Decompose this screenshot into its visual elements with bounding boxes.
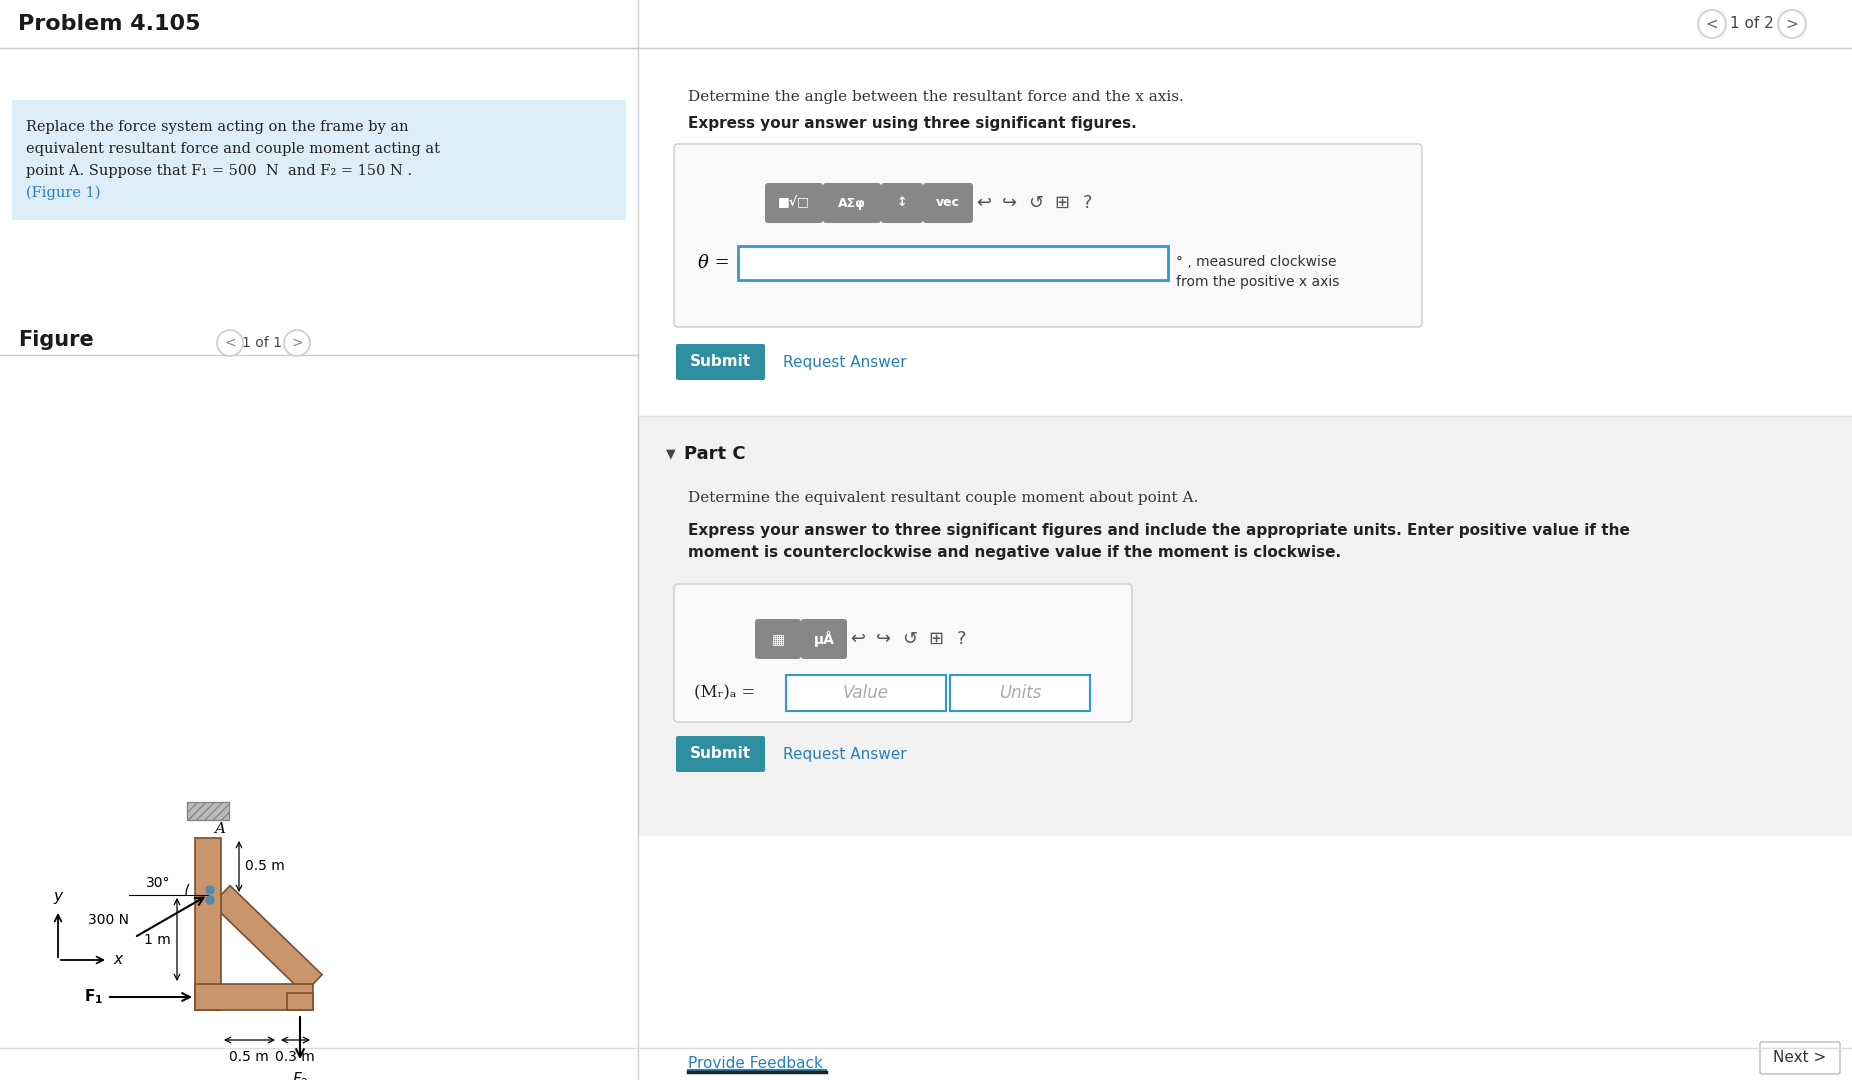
FancyBboxPatch shape [674,584,1132,723]
Text: >: > [291,336,304,350]
Text: ⊞: ⊞ [1054,194,1070,212]
Circle shape [1698,10,1726,38]
Circle shape [206,896,215,904]
Text: 1 of 1: 1 of 1 [243,336,282,350]
Text: >: > [1785,16,1798,31]
Text: ↩: ↩ [976,194,991,212]
Text: ▼: ▼ [667,447,676,460]
Text: 0.5 m: 0.5 m [244,860,285,874]
Text: 0.5 m: 0.5 m [230,1050,269,1064]
Text: 1 of 2: 1 of 2 [1730,16,1774,31]
Text: ↪: ↪ [876,630,891,648]
Text: <: < [224,336,235,350]
Text: vec: vec [935,197,959,210]
Text: $\mathbf{F_1}$: $\mathbf{F_1}$ [83,987,104,1007]
Text: ↩: ↩ [850,630,865,648]
Text: ?: ? [957,630,967,648]
FancyBboxPatch shape [674,144,1422,327]
Text: ↺: ↺ [902,630,917,648]
FancyBboxPatch shape [882,183,922,222]
Text: $F_2$: $F_2$ [293,1070,307,1080]
Text: 30°: 30° [146,876,170,890]
Text: A: A [215,822,224,836]
Text: 300 N: 300 N [89,914,130,928]
FancyBboxPatch shape [756,619,802,659]
Text: ↺: ↺ [1028,194,1043,212]
Bar [287,993,313,1010]
Circle shape [283,330,309,356]
Text: 0.3 m: 0.3 m [276,1050,315,1064]
Text: from the positive x axis: from the positive x axis [1176,275,1339,289]
Text: <: < [1706,16,1719,31]
FancyBboxPatch shape [765,183,822,222]
FancyBboxPatch shape [676,345,765,380]
FancyBboxPatch shape [1759,1042,1841,1074]
Text: ?: ? [1083,194,1093,212]
Bar [194,984,313,1010]
Text: θ =: θ = [698,254,730,272]
Text: Value: Value [843,684,889,702]
Text: μÅ: μÅ [813,631,835,647]
Text: ↪: ↪ [1002,194,1017,212]
Bar [950,675,1091,711]
Text: Request Answer: Request Answer [783,746,907,761]
Text: Submit: Submit [689,746,750,761]
Text: Part C: Part C [683,445,746,463]
Text: Units: Units [998,684,1041,702]
Text: Problem 4.105: Problem 4.105 [19,14,200,33]
Text: ° , measured clockwise: ° , measured clockwise [1176,255,1337,269]
Text: Next >: Next > [1774,1051,1826,1066]
Text: moment is counterclockwise and negative value if the moment is clockwise.: moment is counterclockwise and negative … [687,545,1341,561]
Text: ↕: ↕ [896,197,907,210]
Bar [785,675,946,711]
FancyBboxPatch shape [676,735,765,772]
Text: Determine the equivalent resultant couple moment about point A.: Determine the equivalent resultant coupl… [687,491,1198,505]
Bar [11,100,626,220]
Circle shape [1778,10,1806,38]
Text: Determine the angle between the resultant force and the x axis.: Determine the angle between the resultan… [687,90,1183,104]
FancyBboxPatch shape [922,183,972,222]
Text: Express your answer to three significant figures and include the appropriate uni: Express your answer to three significant… [687,523,1630,538]
Text: Provide Feedback: Provide Feedback [687,1056,822,1071]
Bar [194,838,220,1010]
Text: Replace the force system acting on the frame by an: Replace the force system acting on the f… [26,120,409,134]
Text: ■√□: ■√□ [778,197,809,210]
Text: point A. Suppose that F₁ = 500  N  and F₂ = 150 N .: point A. Suppose that F₁ = 500 N and F₂ … [26,164,413,178]
FancyBboxPatch shape [822,183,882,222]
Bar [737,246,1169,280]
Text: ▦: ▦ [772,632,785,646]
Text: (Mᵣ)ₐ =: (Mᵣ)ₐ = [694,685,756,702]
FancyBboxPatch shape [802,619,846,659]
Text: x: x [113,953,122,968]
Text: ⊞: ⊞ [928,630,943,648]
Text: equivalent resultant force and couple moment acting at: equivalent resultant force and couple mo… [26,141,441,156]
Text: 1 m: 1 m [144,932,170,946]
Text: (Figure 1): (Figure 1) [26,186,100,201]
Circle shape [206,886,215,894]
Bar [637,416,1852,836]
Text: Figure: Figure [19,330,94,350]
Circle shape [217,330,243,356]
Text: Request Answer: Request Answer [783,354,907,369]
Text: y: y [54,889,63,904]
Text: Submit: Submit [689,354,750,369]
Bar [187,802,230,820]
Text: ΑΣφ: ΑΣφ [839,197,867,210]
Text: Express your answer using three significant figures.: Express your answer using three signific… [687,116,1137,131]
Polygon shape [211,886,322,994]
